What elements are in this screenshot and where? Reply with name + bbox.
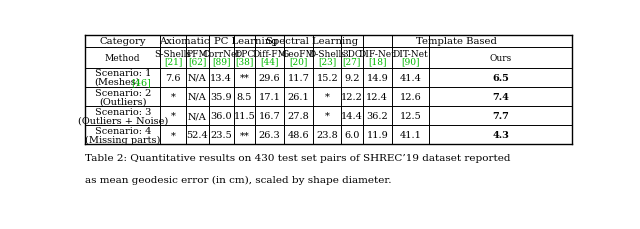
Text: N/A: N/A — [188, 93, 207, 101]
Text: DIF-Net: DIF-Net — [359, 50, 396, 59]
Text: 7.6: 7.6 — [165, 73, 181, 82]
Text: [90]: [90] — [401, 57, 420, 66]
Text: Diff-FM: Diff-FM — [252, 50, 287, 59]
Text: Scenario: 4: Scenario: 4 — [95, 126, 151, 135]
Text: **: ** — [239, 131, 250, 140]
Text: Scenario: 2: Scenario: 2 — [95, 88, 151, 97]
Text: 12.6: 12.6 — [400, 93, 422, 101]
Text: [44]: [44] — [260, 57, 279, 66]
Text: 11.7: 11.7 — [287, 73, 310, 82]
Text: *: * — [325, 93, 330, 101]
Text: 27.8: 27.8 — [287, 112, 309, 120]
Text: [62]: [62] — [188, 57, 207, 66]
Text: *: * — [325, 112, 330, 120]
Text: N/A: N/A — [188, 73, 207, 82]
Text: 41.4: 41.4 — [399, 73, 422, 82]
Text: 17.1: 17.1 — [259, 93, 280, 101]
Text: 13.4: 13.4 — [210, 73, 232, 82]
Text: 12.5: 12.5 — [400, 112, 422, 120]
Text: 16.7: 16.7 — [259, 112, 280, 120]
Text: 26.1: 26.1 — [287, 93, 309, 101]
Text: [21]: [21] — [164, 57, 182, 66]
Text: (Outliers): (Outliers) — [99, 97, 147, 106]
Text: **: ** — [239, 73, 250, 82]
Text: 48.6: 48.6 — [288, 131, 309, 140]
Text: 23.5: 23.5 — [210, 131, 232, 140]
Text: 8.5: 8.5 — [237, 93, 252, 101]
Text: 29.6: 29.6 — [259, 73, 280, 82]
Text: [18]: [18] — [368, 57, 387, 66]
Text: 6.0: 6.0 — [344, 131, 360, 140]
Text: 14.9: 14.9 — [366, 73, 388, 82]
Text: N/A: N/A — [188, 112, 207, 120]
Text: 36.0: 36.0 — [211, 112, 232, 120]
Text: 6.5: 6.5 — [492, 73, 509, 82]
Text: (Meshes): (Meshes) — [94, 77, 140, 87]
Text: Category: Category — [99, 37, 146, 46]
Text: D-Shells: D-Shells — [308, 50, 346, 59]
Text: [89]: [89] — [212, 57, 230, 66]
Text: [23]: [23] — [318, 57, 337, 66]
Text: 3DC: 3DC — [342, 50, 362, 59]
Text: 11.9: 11.9 — [366, 131, 388, 140]
Text: 7.7: 7.7 — [492, 112, 509, 120]
Text: PC Learning: PC Learning — [214, 37, 278, 46]
Text: CorrNet: CorrNet — [202, 50, 240, 59]
Text: 4.3: 4.3 — [492, 131, 509, 140]
Text: GeoFM: GeoFM — [282, 50, 316, 59]
Text: 52.4: 52.4 — [186, 131, 208, 140]
Text: 15.2: 15.2 — [316, 73, 338, 82]
Text: DIT-Net: DIT-Net — [393, 50, 428, 59]
Text: *: * — [171, 112, 175, 120]
Text: Axiomatic: Axiomatic — [159, 37, 210, 46]
Text: S-Shells: S-Shells — [155, 50, 191, 59]
Text: 12.4: 12.4 — [366, 93, 388, 101]
Text: [46]: [46] — [132, 77, 152, 87]
Text: Ours: Ours — [490, 54, 512, 63]
Text: Spectral Learning: Spectral Learning — [266, 37, 358, 46]
Text: *: * — [171, 131, 175, 140]
Text: Scenario: 1: Scenario: 1 — [95, 69, 151, 78]
Text: [27]: [27] — [342, 57, 361, 66]
Text: 11.5: 11.5 — [234, 112, 255, 120]
Text: 9.2: 9.2 — [344, 73, 360, 82]
Text: 23.8: 23.8 — [316, 131, 338, 140]
Text: *: * — [171, 93, 175, 101]
Text: Method: Method — [105, 54, 140, 63]
Text: 7.4: 7.4 — [492, 93, 509, 101]
Text: 35.9: 35.9 — [211, 93, 232, 101]
Text: Table 2: Quantitative results on 430 test set pairs of SHREC’19 dataset reported: Table 2: Quantitative results on 430 tes… — [85, 154, 511, 163]
Text: as mean geodesic error (in cm), scaled by shape diameter.: as mean geodesic error (in cm), scaled b… — [85, 175, 392, 184]
Text: [20]: [20] — [289, 57, 308, 66]
Text: [38]: [38] — [236, 57, 253, 66]
Text: 12.2: 12.2 — [341, 93, 363, 101]
Text: PFM: PFM — [186, 50, 208, 59]
Text: 14.4: 14.4 — [341, 112, 363, 120]
Text: DPC: DPC — [234, 50, 255, 59]
Text: Scenario: 3: Scenario: 3 — [95, 107, 151, 116]
Text: 26.3: 26.3 — [259, 131, 280, 140]
Text: Template Based: Template Based — [416, 37, 497, 46]
Text: (Outliers + Noise): (Outliers + Noise) — [77, 116, 168, 125]
Text: 41.1: 41.1 — [399, 131, 422, 140]
Text: (Missing parts): (Missing parts) — [85, 135, 161, 144]
Text: 36.2: 36.2 — [366, 112, 388, 120]
